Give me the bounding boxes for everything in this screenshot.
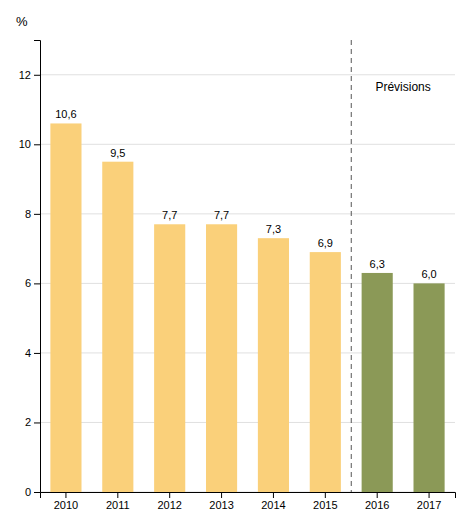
x-tick: 2012 (157, 492, 181, 511)
y-axis-label: % (16, 14, 28, 29)
chart: 2010 2011 2012 2013 2014 2015 2016 2017 0 2 4 6 8 10 1… (0, 0, 471, 524)
bar (414, 283, 445, 492)
grid (40, 75, 455, 492)
x-tick-mark (117, 492, 118, 498)
x-tick-label: 2016 (365, 499, 389, 511)
data-label: 7,7 (214, 209, 229, 221)
x-tick-mark (65, 492, 66, 498)
x-tick-label: 2015 (313, 499, 337, 511)
grid-line (40, 74, 455, 75)
grid-line (40, 144, 455, 145)
x-tick: 2014 (261, 492, 285, 511)
plot-area: 2010 2011 2012 2013 2014 2015 2016 2017 0 2 4 6 8 10 1… (19, 40, 456, 511)
x-tick-mark (169, 492, 170, 498)
x-tick-label: 2011 (106, 499, 130, 511)
bar (102, 162, 133, 492)
data-label: 9,5 (110, 147, 125, 159)
forecast-divider (351, 40, 352, 492)
y-tick-mark (34, 214, 40, 215)
y-tick-label: 4 (25, 347, 31, 359)
y-tick-label: 6 (25, 277, 31, 289)
y-axis: 0 2 4 6 8 10 12 (19, 41, 41, 499)
x-tick: 2011 (106, 492, 130, 511)
y-tick: 10 (19, 138, 40, 150)
bar (362, 273, 393, 492)
data-label: 6,0 (421, 268, 436, 280)
x-tick: 2013 (209, 492, 233, 511)
y-axis-line (34, 41, 41, 493)
bar (310, 252, 341, 492)
x-tick-mark (221, 492, 222, 498)
y-tick: 6 (25, 277, 40, 289)
annotations: Prévisions (351, 40, 431, 492)
x-tick-label: 2013 (209, 499, 233, 511)
x-tick-label: 2012 (157, 499, 181, 511)
data-label: 7,3 (266, 223, 281, 235)
y-tick-label: 10 (19, 138, 31, 150)
y-tick-mark (34, 422, 40, 423)
x-tick-mark (429, 492, 430, 498)
x-tick: 2017 (417, 492, 441, 511)
annotation: Prévisions (375, 80, 430, 94)
x-tick: 2016 (365, 492, 389, 511)
data-label: 6,3 (370, 258, 385, 270)
x-tick: 2010 (54, 492, 78, 511)
x-tick-mark (377, 492, 378, 498)
x-tick-mark (325, 492, 326, 498)
bar (154, 224, 185, 492)
x-axis-line (41, 493, 456, 499)
y-tick-label: 12 (19, 69, 31, 81)
x-tick-label: 2017 (417, 499, 441, 511)
y-tick-mark (34, 75, 40, 76)
y-tick-mark (34, 353, 40, 354)
y-tick: 4 (25, 347, 40, 359)
y-tick: 2 (25, 416, 40, 428)
y-tick-mark (34, 492, 40, 493)
data-label: 10,6 (55, 108, 76, 120)
data-label: 6,9 (318, 237, 333, 249)
y-tick: 8 (25, 208, 40, 220)
bars (50, 123, 444, 492)
x-tick-label: 2010 (54, 499, 78, 511)
y-tick-mark (34, 144, 40, 145)
y-tick-label: 8 (25, 208, 31, 220)
y-tick-mark (34, 283, 40, 284)
x-axis: 2010 2011 2012 2013 2014 2015 2016 2017 (41, 492, 456, 511)
data-label: 7,7 (162, 209, 177, 221)
y-tick: 12 (19, 69, 40, 81)
bar (258, 238, 289, 492)
data-labels: 10,6 9,5 7,7 7,7 7,3 6,9 6,3 6,0 (55, 108, 436, 280)
x-tick-mark (273, 492, 274, 498)
x-tick-label: 2014 (261, 499, 285, 511)
x-tick: 2015 (313, 492, 337, 511)
y-tick: 0 (25, 486, 40, 498)
y-tick-label: 0 (25, 486, 31, 498)
bar (50, 123, 81, 492)
bar (206, 224, 237, 492)
y-tick-label: 2 (25, 416, 31, 428)
